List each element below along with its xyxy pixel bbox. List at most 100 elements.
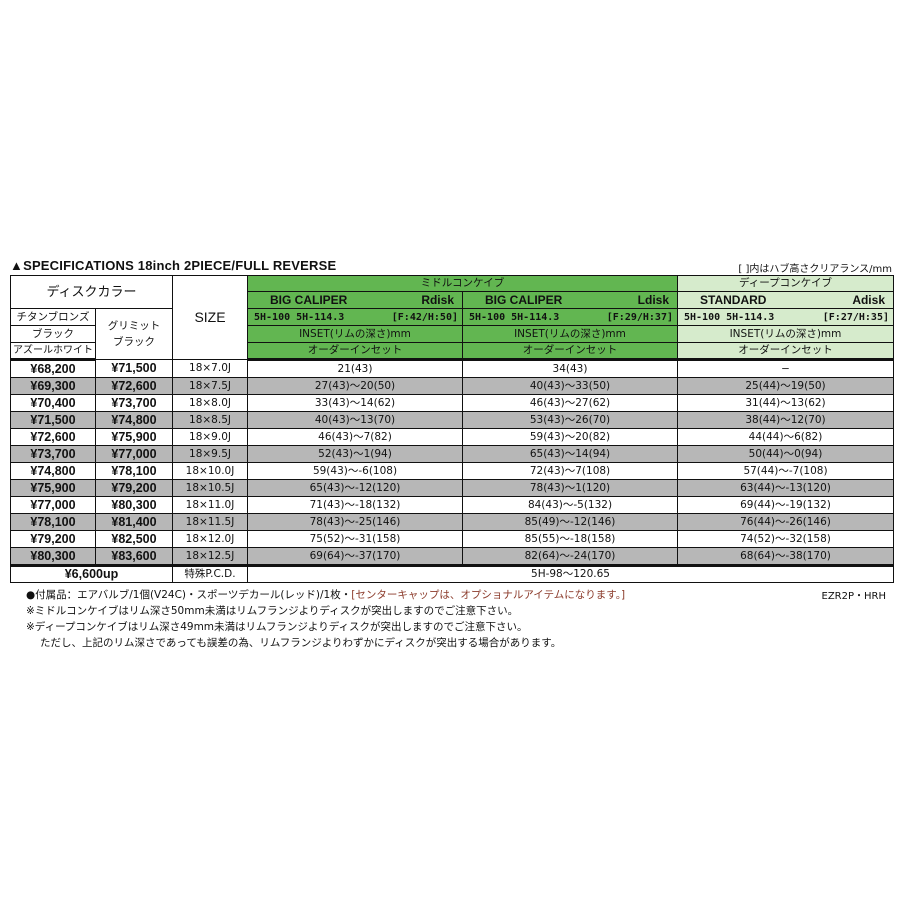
disc-r-pcd: 5H-100 5H-114.3 [F:42/H:50] [247, 308, 463, 326]
inset-adisk: − [677, 359, 894, 378]
inset-ldisk: 78(43)〜1(120) [462, 479, 678, 497]
order-inset-r: オーダーインセット [247, 342, 463, 361]
disk-color-header: ディスクカラー [10, 275, 173, 309]
disc-l-type: BIG CALIPER [485, 292, 563, 307]
inset-adisk: 50(44)〜0(94) [677, 445, 894, 463]
spec-table: ディスクカラー SIZE ミドルコンケイブ ディープコンケイブ BIG CALI… [10, 275, 894, 583]
middle-concave-header: ミドルコンケイブ [247, 275, 678, 292]
inset-rdisk: 27(43)〜20(50) [247, 377, 463, 395]
wheel-size: 18×10.0J [172, 462, 248, 480]
inset-rdisk: 78(43)〜-25(146) [247, 513, 463, 531]
wheel-size: 18×11.5J [172, 513, 248, 531]
price-glimmit-black: ¥74,800 [95, 411, 173, 429]
accessories-text: ●付属品：エアバルブ/1個(V24C)・スポーツデカール(レッド)/1枚・ [26, 589, 352, 601]
price-standard: ¥71,500 [10, 411, 96, 429]
pcd-text: 5H-100 5H-114.3 [469, 311, 560, 323]
footnote-deep-warning: ※ディープコンケイブはリム深さ49mm未満はリムフランジよりディスクが突出します… [26, 621, 528, 633]
inset-adisk: 25(44)〜19(50) [677, 377, 894, 395]
model-code: EZR2P・HRH [821, 591, 887, 602]
inset-label-l: INSET(リムの深さ)mm [462, 325, 678, 343]
color-azure-white: アズールホワイト [10, 342, 96, 361]
price-standard: ¥77,000 [10, 496, 96, 514]
price-standard: ¥74,800 [10, 462, 96, 480]
table-row: ¥78,100 ¥81,400 18×11.5J 78(43)〜-25(146) 85(… [10, 513, 894, 531]
disc-r-name: BIG CALIPER Rdisk [247, 291, 463, 309]
inset-ldisk: 59(43)〜20(82) [462, 428, 678, 446]
inset-adisk: 63(44)〜-13(120) [677, 479, 894, 497]
inset-rdisk: 69(64)〜-37(170) [247, 547, 463, 567]
inset-rdisk: 33(43)〜14(62) [247, 394, 463, 412]
wheel-size: 18×9.0J [172, 428, 248, 446]
price-glimmit-black: ¥81,400 [95, 513, 173, 531]
price-standard: ¥70,400 [10, 394, 96, 412]
price-glimmit-black: ¥73,700 [95, 394, 173, 412]
footnote-accessories: ●付属品：エアバルブ/1個(V24C)・スポーツデカール(レッド)/1枚・[セン… [26, 587, 625, 602]
inset-ldisk: 53(43)〜26(70) [462, 411, 678, 429]
clearance-text: [F:29/H:37] [606, 311, 673, 323]
inset-rdisk: 46(43)〜7(82) [247, 428, 463, 446]
inset-rdisk: 59(43)〜-6(108) [247, 462, 463, 480]
wheel-size: 18×7.5J [172, 377, 248, 395]
pcd-text: 5H-100 5H-114.3 [254, 311, 345, 323]
inset-adisk: 74(52)〜-32(158) [677, 530, 894, 548]
inset-rdisk: 65(43)〜-12(120) [247, 479, 463, 497]
table-row: ¥75,900 ¥79,200 18×10.5J 65(43)〜-12(120) 78(… [10, 479, 894, 497]
inset-ldisk: 72(43)〜7(108) [462, 462, 678, 480]
price-standard: ¥78,100 [10, 513, 96, 531]
inset-ldisk: 82(64)〜-24(170) [462, 547, 678, 567]
spec-title: ▲SPECIFICATIONS 18inch 2PIECE/FULL REVER… [10, 258, 337, 273]
table-row: ¥80,300 ¥83,600 18×12.5J 69(64)〜-37(170) 82(… [10, 547, 894, 567]
price-standard: ¥79,200 [10, 530, 96, 548]
price-glimmit-black: ¥79,200 [95, 479, 173, 497]
price-standard: ¥80,300 [10, 547, 96, 567]
table-row: ¥74,800 ¥78,100 18×10.0J 59(43)〜-6(108) 72(4… [10, 462, 894, 480]
wheel-size: 18×7.0J [172, 359, 248, 378]
center-cap-note: [センターキャップは、オプショナルアイテムになります。] [351, 589, 626, 601]
special-pcd-label: 特殊P.C.D. [172, 565, 248, 583]
inset-rdisk: 52(43)〜1(94) [247, 445, 463, 463]
inset-rdisk: 75(52)〜-31(158) [247, 530, 463, 548]
inset-ldisk: 85(55)〜-18(158) [462, 530, 678, 548]
wheel-size: 18×12.0J [172, 530, 248, 548]
inset-ldisk: 85(49)〜-12(146) [462, 513, 678, 531]
size-header: SIZE [172, 275, 248, 360]
price-glimmit-black: ¥75,900 [95, 428, 173, 446]
disc-a-name: STANDARD Adisk [677, 291, 894, 309]
inset-label-r: INSET(リムの深さ)mm [247, 325, 463, 343]
inset-adisk: 57(44)〜-7(108) [677, 462, 894, 480]
disc-a-type: STANDARD [700, 292, 767, 307]
disc-r-disk: Rdisk [421, 292, 454, 307]
order-inset-l: オーダーインセット [462, 342, 678, 361]
wheel-size: 18×8.0J [172, 394, 248, 412]
color-titan-bronze: チタンブロンズ [10, 308, 96, 326]
price-glimmit-black: ¥82,500 [95, 530, 173, 548]
inset-adisk: 69(44)〜-19(132) [677, 496, 894, 514]
table-row: ¥71,500 ¥74,800 18×8.5J 40(43)〜13(70) 53(43)… [10, 411, 894, 429]
clearance-text: [F:27/H:35] [822, 311, 889, 323]
wheel-size: 18×10.5J [172, 479, 248, 497]
special-pcd-row: ¥6,600up 特殊P.C.D. 5H-98〜120.65 [10, 565, 894, 583]
price-glimmit-black: ¥78,100 [95, 462, 173, 480]
disc-r-type: BIG CALIPER [270, 292, 348, 307]
disc-l-disk: Ldisk [637, 292, 669, 307]
inset-adisk: 31(44)〜13(62) [677, 394, 894, 412]
inset-adisk: 38(44)〜12(70) [677, 411, 894, 429]
wheel-size: 18×11.0J [172, 496, 248, 514]
color-glimmit-black: グリミット ブラック [95, 308, 173, 360]
price-glimmit-black: ¥83,600 [95, 547, 173, 567]
price-standard: ¥68,200 [10, 359, 96, 378]
price-standard: ¥72,600 [10, 428, 96, 446]
footnote-middle-warning: ※ミドルコンケイブはリム深さ50mm未満はリムフランジよりディスクが突出しますの… [26, 605, 519, 617]
price-standard: ¥69,300 [10, 377, 96, 395]
inset-rdisk: 40(43)〜13(70) [247, 411, 463, 429]
order-inset-a: オーダーインセット [677, 342, 894, 361]
table-row: ¥73,700 ¥77,000 18×9.5J 52(43)〜1(94) 65(43)〜… [10, 445, 894, 463]
wheel-size: 18×8.5J [172, 411, 248, 429]
wheel-size: 18×12.5J [172, 547, 248, 567]
inset-adisk: 76(44)〜-26(146) [677, 513, 894, 531]
price-standard: ¥73,700 [10, 445, 96, 463]
clearance-note: [ ]内はハブ高さクリアランス/mm [738, 264, 892, 275]
inset-ldisk: 84(43)〜-5(132) [462, 496, 678, 514]
special-pcd-range: 5H-98〜120.65 [247, 565, 894, 583]
inset-rdisk: 21(43) [247, 359, 463, 378]
